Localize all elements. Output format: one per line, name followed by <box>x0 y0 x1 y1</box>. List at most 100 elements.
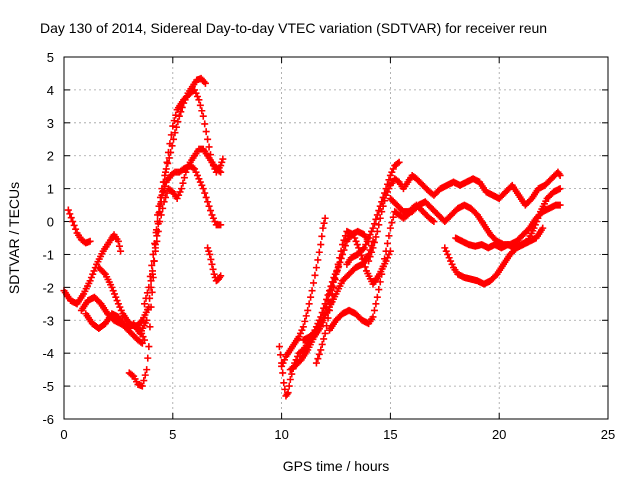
data-point <box>363 237 371 245</box>
data-point <box>218 158 226 166</box>
data-point <box>388 219 396 227</box>
data-point <box>191 165 199 173</box>
data-point <box>89 270 97 278</box>
data-point <box>163 158 171 166</box>
data-point <box>304 306 312 314</box>
data-point <box>379 202 387 210</box>
data-point <box>373 293 381 301</box>
data-point <box>113 297 121 305</box>
x-tick-label: 5 <box>169 427 176 442</box>
x-tick-label: 0 <box>60 427 67 442</box>
series-trace-i <box>147 145 225 285</box>
data-point <box>180 174 188 182</box>
data-point <box>281 385 289 393</box>
data-point <box>386 224 394 232</box>
data-point <box>442 247 450 255</box>
data-point <box>137 318 145 326</box>
data-point <box>144 305 152 313</box>
data-point <box>201 79 209 87</box>
data-point <box>369 244 377 252</box>
data-point <box>317 346 325 354</box>
data-point <box>204 198 212 206</box>
data-point <box>215 167 223 175</box>
data-point <box>148 267 156 275</box>
data-point <box>353 241 361 249</box>
data-point <box>279 369 287 377</box>
data-point <box>369 224 377 232</box>
data-point <box>533 218 541 226</box>
data-point <box>209 265 217 273</box>
data-point <box>383 188 391 196</box>
data-point <box>170 117 178 125</box>
data-point <box>317 241 325 249</box>
data-point <box>428 216 436 224</box>
data-point <box>116 303 124 311</box>
data-point <box>447 257 455 265</box>
data-point <box>385 232 393 240</box>
data-point <box>312 359 320 367</box>
data-point <box>201 120 209 128</box>
data-point <box>147 277 155 285</box>
data-point <box>277 351 285 359</box>
data-point <box>370 220 378 228</box>
x-tick-label: 15 <box>383 427 397 442</box>
data-point <box>370 238 378 246</box>
data-point <box>153 237 161 245</box>
data-point <box>336 254 344 262</box>
data-point <box>324 314 332 322</box>
data-point <box>385 185 393 193</box>
data-point <box>372 300 380 308</box>
data-point <box>177 108 185 116</box>
data-point <box>448 260 456 268</box>
data-point <box>196 178 204 186</box>
data-point <box>110 290 118 298</box>
data-point <box>394 159 402 167</box>
data-point <box>375 221 383 229</box>
data-point <box>69 218 77 226</box>
data-point <box>556 185 564 193</box>
data-point <box>159 204 167 212</box>
series-trace-d <box>82 310 146 347</box>
data-point <box>172 123 180 131</box>
data-point <box>172 111 180 119</box>
data-point <box>296 329 304 337</box>
data-point <box>208 211 216 219</box>
data-point <box>162 193 170 201</box>
data-point <box>372 215 380 223</box>
data-point <box>535 211 543 219</box>
data-point <box>320 335 328 343</box>
data-point <box>205 247 213 255</box>
data-point <box>114 300 122 308</box>
data-point <box>352 237 360 245</box>
data-point <box>217 272 225 280</box>
data-point <box>312 264 320 272</box>
data-point <box>198 107 206 115</box>
series-trace-a <box>60 231 125 308</box>
y-tick-label: 2 <box>47 149 54 164</box>
data-point <box>154 227 162 235</box>
data-point <box>381 197 389 205</box>
y-tick-label: 5 <box>47 50 54 65</box>
data-point <box>337 247 345 255</box>
data-point <box>285 382 293 390</box>
data-point <box>331 276 339 284</box>
data-point <box>323 295 331 303</box>
data-point <box>205 202 213 210</box>
data-point <box>314 256 322 264</box>
data-point <box>192 89 200 97</box>
series-trace-r <box>365 168 564 265</box>
y-axis-label: SDTVAR / TECUs <box>6 182 22 294</box>
series-trace-o <box>312 227 394 367</box>
data-point <box>299 323 307 331</box>
data-point <box>142 294 150 302</box>
x-axis-label: GPS time / hours <box>283 458 390 474</box>
data-point <box>445 254 453 262</box>
data-point <box>175 191 183 199</box>
data-point <box>189 164 197 172</box>
data-point <box>160 198 168 206</box>
y-tick-label: 1 <box>47 182 54 197</box>
data-point <box>205 143 213 151</box>
data-point <box>318 340 326 348</box>
data-point <box>341 232 349 240</box>
data-point <box>368 248 376 256</box>
